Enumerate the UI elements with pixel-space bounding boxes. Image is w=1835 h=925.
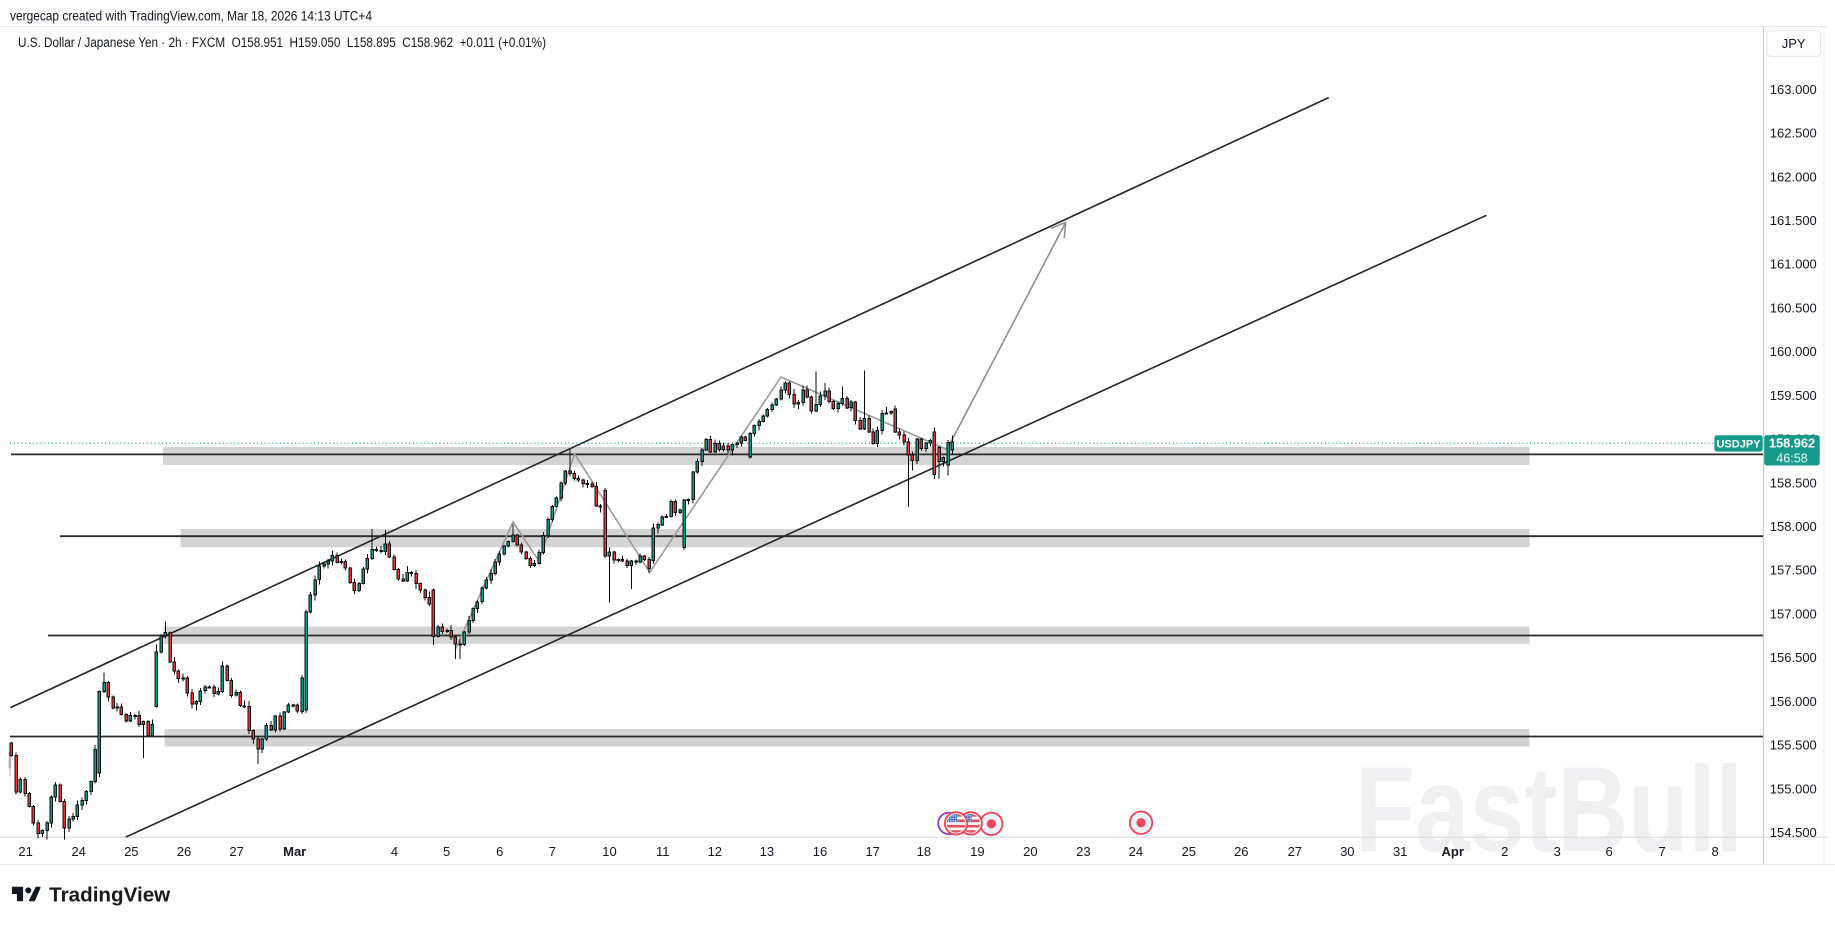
svg-text:161.000: 161.000 bbox=[1770, 257, 1817, 272]
svg-text:157.000: 157.000 bbox=[1770, 606, 1817, 621]
svg-text:155.000: 155.000 bbox=[1770, 781, 1817, 796]
svg-text:U.S. Dollar / Japanese Yen · 2: U.S. Dollar / Japanese Yen · 2h · FXCM O… bbox=[18, 35, 546, 50]
svg-text:Apr: Apr bbox=[1442, 844, 1464, 859]
svg-text:162.000: 162.000 bbox=[1770, 169, 1817, 184]
svg-text:5: 5 bbox=[443, 844, 450, 859]
svg-text:27: 27 bbox=[1288, 844, 1302, 859]
svg-text:24: 24 bbox=[1129, 844, 1143, 859]
svg-text:163.000: 163.000 bbox=[1770, 82, 1817, 97]
svg-text:156.500: 156.500 bbox=[1770, 650, 1817, 665]
svg-text:20: 20 bbox=[1023, 844, 1037, 859]
svg-text:159.500: 159.500 bbox=[1770, 388, 1817, 403]
svg-text:12: 12 bbox=[708, 844, 722, 859]
svg-text:11: 11 bbox=[656, 844, 670, 859]
svg-text:6: 6 bbox=[1605, 844, 1612, 859]
svg-text:157.500: 157.500 bbox=[1770, 563, 1817, 578]
svg-text:8: 8 bbox=[1711, 844, 1718, 859]
svg-text:TradingView: TradingView bbox=[49, 883, 171, 906]
svg-text:31: 31 bbox=[1393, 844, 1407, 859]
svg-text:46:58: 46:58 bbox=[1776, 451, 1808, 465]
svg-text:160.000: 160.000 bbox=[1770, 344, 1817, 359]
svg-text:2: 2 bbox=[1501, 844, 1508, 859]
svg-text:27: 27 bbox=[229, 844, 243, 859]
svg-text:7: 7 bbox=[549, 844, 556, 859]
svg-text:154.500: 154.500 bbox=[1770, 825, 1817, 840]
svg-text:7: 7 bbox=[1658, 844, 1665, 859]
svg-text:26: 26 bbox=[177, 844, 191, 859]
svg-text:USDJPY: USDJPY bbox=[1716, 438, 1761, 450]
svg-text:160.500: 160.500 bbox=[1770, 300, 1817, 315]
svg-text:3: 3 bbox=[1554, 844, 1561, 859]
svg-text:156.000: 156.000 bbox=[1770, 694, 1817, 709]
svg-text:23: 23 bbox=[1076, 844, 1090, 859]
svg-text:161.500: 161.500 bbox=[1770, 213, 1817, 228]
svg-text:24: 24 bbox=[71, 844, 85, 859]
svg-text:25: 25 bbox=[124, 844, 138, 859]
svg-text:18: 18 bbox=[917, 844, 931, 859]
svg-text:JPY: JPY bbox=[1782, 36, 1806, 51]
svg-text:4: 4 bbox=[391, 844, 398, 859]
svg-text:17: 17 bbox=[865, 844, 879, 859]
svg-text:26: 26 bbox=[1234, 844, 1248, 859]
svg-text:10: 10 bbox=[602, 844, 616, 859]
svg-text:vergecap created with TradingV: vergecap created with TradingView.com, M… bbox=[10, 8, 372, 24]
svg-text:6: 6 bbox=[496, 844, 503, 859]
svg-text:FastBull: FastBull bbox=[1355, 741, 1743, 877]
svg-text:158.500: 158.500 bbox=[1770, 475, 1817, 490]
svg-text:13: 13 bbox=[760, 844, 774, 859]
svg-text:162.500: 162.500 bbox=[1770, 126, 1817, 141]
svg-text:30: 30 bbox=[1340, 844, 1354, 859]
svg-text:158.000: 158.000 bbox=[1770, 519, 1817, 534]
svg-text:16: 16 bbox=[813, 844, 827, 859]
svg-text:158.962: 158.962 bbox=[1769, 436, 1815, 451]
svg-text:Mar: Mar bbox=[283, 844, 306, 859]
svg-text:21: 21 bbox=[18, 844, 32, 859]
svg-text:19: 19 bbox=[970, 844, 984, 859]
svg-text:25: 25 bbox=[1182, 844, 1196, 859]
svg-text:155.500: 155.500 bbox=[1770, 738, 1817, 753]
